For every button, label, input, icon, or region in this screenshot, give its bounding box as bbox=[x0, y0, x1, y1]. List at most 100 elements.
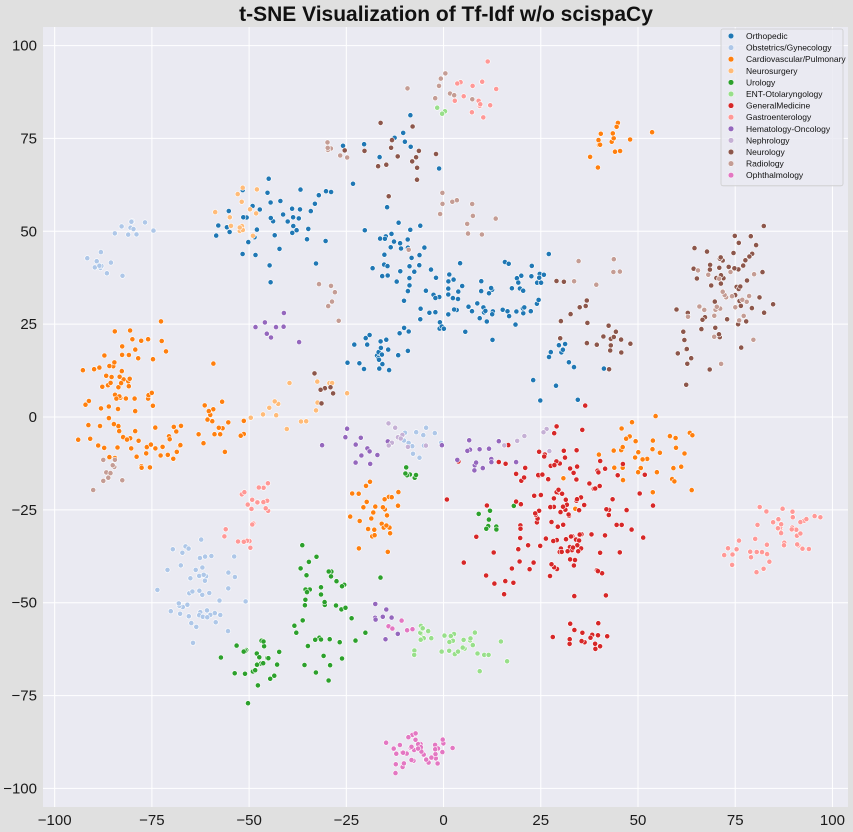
tick-labels: −100 −75 −50 −25 0 25 50 75 100 −100 −75 −50 −25 0 25 5… bbox=[3, 38, 845, 829]
data-point bbox=[743, 318, 750, 325]
data-point bbox=[436, 83, 442, 89]
data-point bbox=[366, 448, 373, 455]
data-point bbox=[339, 583, 345, 590]
data-point bbox=[361, 366, 367, 372]
data-point bbox=[521, 433, 528, 439]
data-point bbox=[597, 549, 603, 556]
legend-marker bbox=[727, 125, 735, 132]
data-point bbox=[108, 259, 114, 266]
data-point bbox=[384, 512, 390, 519]
data-point bbox=[746, 293, 752, 299]
data-point bbox=[464, 447, 471, 454]
data-point bbox=[355, 490, 362, 497]
data-point bbox=[384, 272, 391, 279]
data-point bbox=[277, 198, 284, 204]
data-point bbox=[558, 318, 564, 324]
data-point bbox=[127, 327, 134, 334]
data-point bbox=[226, 229, 233, 235]
legend-marker bbox=[727, 137, 735, 144]
data-point bbox=[471, 629, 478, 636]
data-point bbox=[363, 482, 369, 489]
data-point bbox=[515, 546, 522, 553]
data-point bbox=[228, 222, 234, 229]
data-point bbox=[579, 426, 586, 433]
data-point bbox=[98, 405, 104, 412]
data-point bbox=[293, 227, 300, 234]
data-point bbox=[478, 231, 485, 238]
data-point bbox=[778, 521, 785, 528]
data-point bbox=[393, 750, 400, 757]
data-point bbox=[375, 163, 381, 170]
data-point bbox=[576, 507, 582, 514]
data-point bbox=[124, 436, 130, 443]
data-point bbox=[303, 418, 310, 425]
data-point bbox=[759, 549, 765, 555]
data-point bbox=[273, 324, 279, 330]
data-point bbox=[185, 613, 192, 620]
data-point bbox=[707, 266, 713, 273]
data-point bbox=[370, 509, 377, 516]
data-point bbox=[573, 447, 580, 454]
data-point bbox=[248, 505, 255, 512]
data-point bbox=[355, 545, 362, 552]
data-point bbox=[751, 271, 757, 278]
data-point bbox=[592, 485, 599, 492]
y-tick-label: −75 bbox=[12, 688, 37, 705]
y-tick-label: −100 bbox=[3, 780, 37, 797]
data-point bbox=[383, 606, 390, 613]
data-point bbox=[562, 496, 569, 503]
data-point bbox=[546, 448, 553, 454]
data-point bbox=[126, 375, 133, 382]
data-point bbox=[304, 236, 310, 243]
data-point bbox=[280, 310, 287, 316]
data-point bbox=[231, 574, 238, 580]
data-point bbox=[404, 347, 411, 354]
data-point bbox=[817, 514, 824, 521]
data-point bbox=[289, 205, 295, 212]
data-point bbox=[708, 282, 715, 289]
data-point bbox=[565, 511, 572, 518]
data-point bbox=[451, 306, 457, 313]
data-point bbox=[636, 490, 643, 497]
data-point bbox=[432, 295, 439, 301]
data-point bbox=[142, 219, 148, 226]
data-point bbox=[729, 293, 735, 300]
data-point bbox=[671, 478, 678, 485]
data-point bbox=[454, 456, 461, 463]
data-point bbox=[545, 251, 552, 257]
data-point bbox=[247, 414, 254, 421]
data-point bbox=[112, 456, 118, 463]
data-point bbox=[150, 356, 156, 363]
data-point bbox=[286, 380, 293, 386]
data-point bbox=[510, 579, 517, 586]
data-point bbox=[115, 384, 122, 391]
data-point bbox=[576, 537, 582, 544]
data-point bbox=[688, 355, 695, 362]
data-point bbox=[271, 232, 278, 239]
data-point bbox=[381, 251, 388, 258]
data-point bbox=[318, 591, 324, 598]
data-point bbox=[579, 629, 586, 636]
data-point bbox=[260, 499, 267, 505]
data-point bbox=[195, 431, 202, 438]
data-point bbox=[200, 440, 207, 447]
data-point bbox=[377, 574, 384, 581]
data-point bbox=[266, 404, 273, 411]
data-point bbox=[593, 281, 600, 288]
data-point bbox=[432, 309, 439, 316]
data-point bbox=[652, 413, 659, 419]
data-point bbox=[297, 186, 304, 193]
data-point bbox=[483, 502, 490, 509]
data-point bbox=[111, 328, 118, 335]
data-point bbox=[188, 620, 195, 626]
x-tick-label: 100 bbox=[820, 812, 845, 829]
data-point bbox=[95, 442, 102, 449]
data-point bbox=[483, 318, 490, 325]
data-point bbox=[335, 317, 342, 324]
legend-label: Urology bbox=[746, 77, 776, 87]
data-point bbox=[239, 184, 246, 191]
data-point bbox=[696, 303, 703, 310]
data-point bbox=[104, 270, 110, 277]
data-point bbox=[404, 236, 411, 243]
data-point bbox=[535, 296, 542, 303]
